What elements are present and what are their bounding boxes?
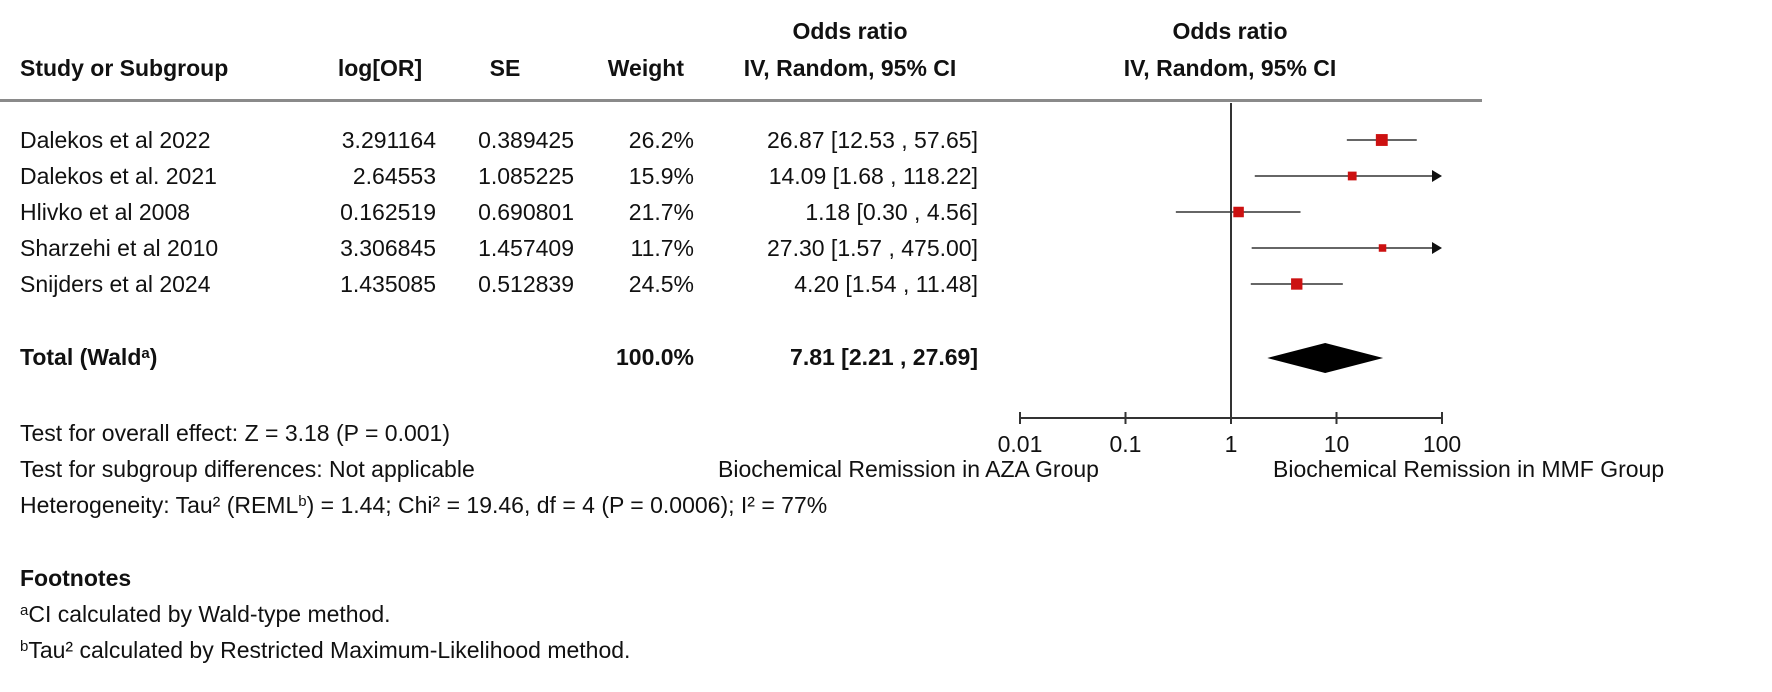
x-axis-tick-label: 0.1 bbox=[1110, 431, 1142, 457]
study-weight: 11.7% bbox=[630, 235, 694, 261]
study-log-or: 1.435085 bbox=[340, 271, 436, 297]
footnote-a: aCI calculated by Wald-type method. bbox=[20, 600, 391, 628]
footnote-a-text: CI calculated by Wald-type method. bbox=[28, 601, 391, 627]
footnote-b: bTau² calculated by Restricted Maximum-L… bbox=[20, 636, 630, 664]
study-or-ci: 1.18 [0.30 , 4.56] bbox=[805, 199, 978, 225]
total-label: Total (Walda) bbox=[20, 343, 157, 371]
se-column-header: SE bbox=[489, 55, 521, 81]
footnote-b-sup: b bbox=[20, 638, 29, 655]
study-se: 1.085225 bbox=[478, 163, 574, 189]
study-name: Hlivko et al 2008 bbox=[20, 199, 191, 225]
study-log-or: 3.306845 bbox=[340, 235, 436, 261]
x-axis-tick-label: 100 bbox=[1423, 431, 1461, 457]
x-axis-tick-label: 10 bbox=[1324, 431, 1350, 457]
total-label-sup: a bbox=[141, 345, 150, 362]
study-weight: 15.9% bbox=[628, 163, 694, 189]
study-or-ci: 27.30 [1.57 , 475.00] bbox=[766, 235, 978, 261]
study-se: 0.512839 bbox=[478, 271, 574, 297]
study-column-header: Study or Subgroup bbox=[20, 55, 229, 81]
study-or-ci: 14.09 [1.68 , 118.22] bbox=[768, 163, 978, 189]
pooled-diamond bbox=[1267, 343, 1384, 373]
plot-column-subheader: IV, Random, 95% CI bbox=[1123, 55, 1337, 81]
study-log-or: 2.64553 bbox=[352, 163, 436, 189]
study-weight: 21.7% bbox=[628, 199, 694, 225]
study-point bbox=[1347, 171, 1357, 181]
plot-column-title: Odds ratio bbox=[1172, 18, 1288, 44]
or-column-title: Odds ratio bbox=[792, 18, 908, 44]
ci-arrow-icon bbox=[1432, 170, 1442, 182]
footnotes-title: Footnotes bbox=[20, 565, 132, 591]
study-weight: 24.5% bbox=[628, 271, 694, 297]
study-weight: 26.2% bbox=[628, 127, 694, 153]
ci-arrow-icon bbox=[1432, 242, 1442, 254]
study-name: Dalekos et al 2022 bbox=[20, 127, 211, 153]
study-point bbox=[1291, 278, 1303, 290]
heterogeneity-stats: Heterogeneity: Tau² (REMLb) = 1.44; Chi²… bbox=[20, 491, 827, 519]
study-point bbox=[1375, 134, 1388, 146]
heterogeneity-sup: b bbox=[298, 493, 307, 510]
footnote-b-text: Tau² calculated by Restricted Maximum-Li… bbox=[28, 637, 631, 663]
study-point bbox=[1233, 206, 1244, 218]
header-divider bbox=[0, 99, 1482, 102]
or-column-subheader: IV, Random, 95% CI bbox=[743, 55, 957, 81]
study-or-ci: 4.20 [1.54 , 11.48] bbox=[794, 271, 978, 297]
study-or-ci: 26.87 [12.53 , 57.65] bbox=[766, 127, 978, 153]
heterogeneity-text-a: Heterogeneity: Tau² (REML bbox=[20, 492, 299, 518]
total-label-close: ) bbox=[149, 344, 158, 370]
study-name: Sharzehi et al 2010 bbox=[20, 235, 219, 261]
favours-right-label: Biochemical Remission in MMF Group bbox=[1273, 456, 1665, 482]
favours-left-label: Biochemical Remission in AZA Group bbox=[718, 456, 1099, 482]
study-point bbox=[1378, 244, 1387, 252]
overall-effect-test: Test for overall effect: Z = 3.18 (P = 0… bbox=[20, 420, 450, 446]
subgroup-differences-test: Test for subgroup differences: Not appli… bbox=[20, 456, 475, 482]
study-log-or: 3.291164 bbox=[341, 127, 436, 153]
study-log-or: 0.162519 bbox=[340, 199, 436, 225]
heterogeneity-text-b: ) = 1.44; Chi² = 19.46, df = 4 (P = 0.00… bbox=[306, 492, 828, 518]
total-weight: 100.0% bbox=[615, 344, 694, 370]
study-se: 0.690801 bbox=[478, 199, 574, 225]
study-se: 1.457409 bbox=[478, 235, 574, 261]
study-se: 0.389425 bbox=[478, 127, 574, 153]
log-or-column-header: log[OR] bbox=[337, 55, 423, 81]
total-or-ci: 7.81 [2.21 , 27.69] bbox=[790, 344, 978, 370]
footnote-a-sup: a bbox=[20, 602, 29, 619]
study-name: Snijders et al 2024 bbox=[20, 271, 211, 297]
x-axis-tick-label: 1 bbox=[1225, 431, 1238, 457]
study-name: Dalekos et al. 2021 bbox=[20, 163, 217, 189]
weight-column-header: Weight bbox=[607, 55, 684, 81]
total-label-text: Total (Wald bbox=[20, 344, 142, 370]
x-axis-tick-label: 0.01 bbox=[998, 431, 1043, 457]
